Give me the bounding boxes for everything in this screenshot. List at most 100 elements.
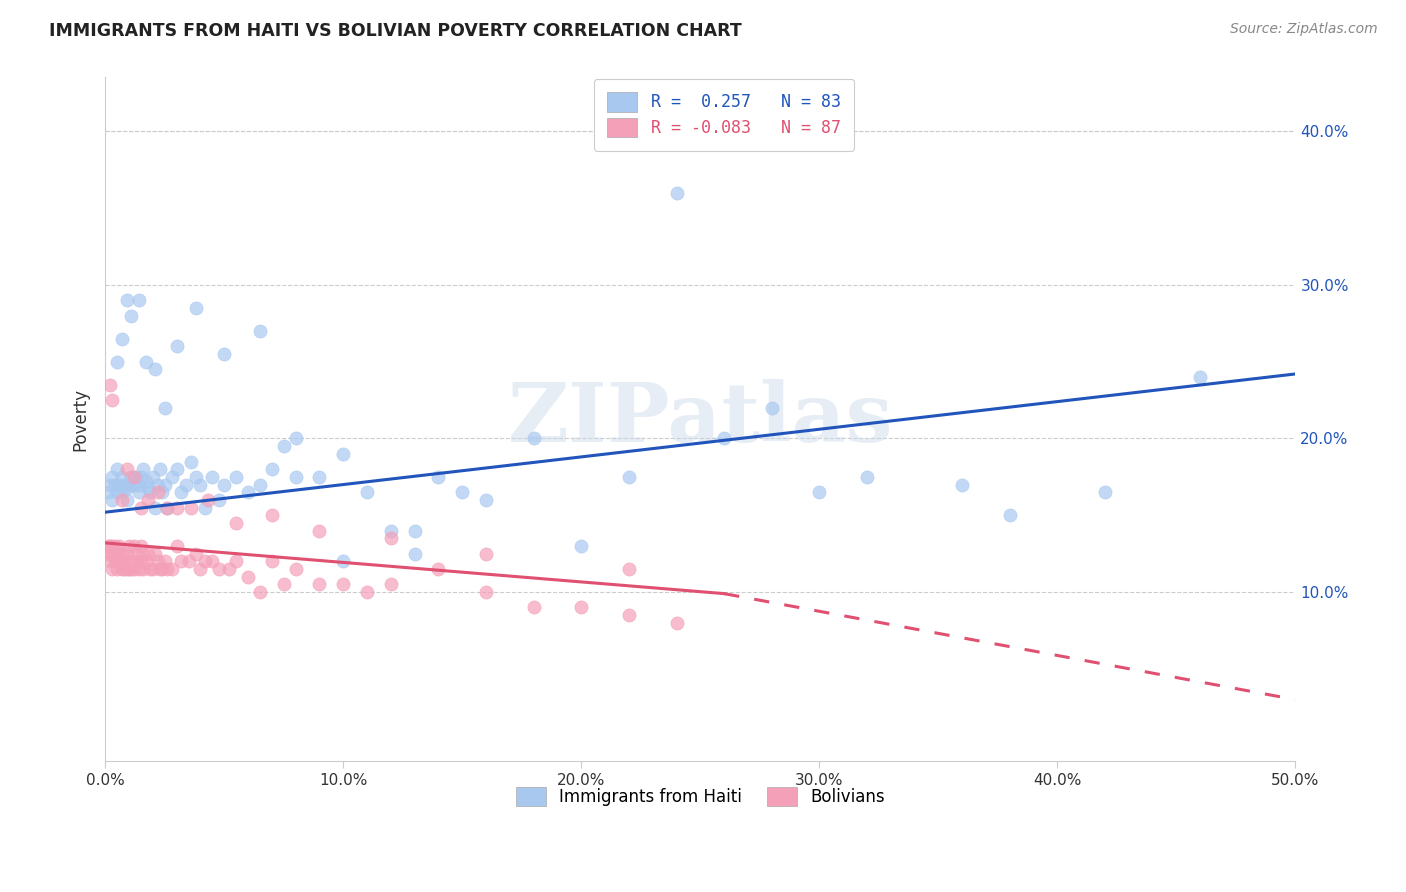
Point [112,554,135,568]
Point [115,293,138,308]
Point [146,554,169,568]
Point [136,547,159,561]
Point [273,577,295,591]
Point [122,470,145,484]
Point [225,516,247,530]
Point [108,554,131,568]
Point [101,547,124,561]
Point [617,470,640,484]
Point [125,547,148,561]
Text: ZIPatlas: ZIPatlas [508,379,893,459]
Point [451,485,474,500]
Point [150,485,173,500]
Point [225,554,247,568]
Point [105,485,128,500]
Point [115,492,138,507]
Point [101,492,124,507]
Point [332,447,354,461]
Point [115,547,138,561]
Point [380,524,402,538]
Point [273,439,295,453]
Point [150,562,173,576]
Point [146,477,169,491]
Point [523,600,546,615]
Point [132,462,155,476]
Point [118,562,141,576]
Point [129,554,152,568]
Point [101,392,124,407]
Point [170,485,193,500]
Point [156,500,179,515]
Point [136,481,159,495]
Point [427,470,450,484]
Point [132,547,155,561]
Point [761,401,783,415]
Point [308,524,330,538]
Point [177,554,200,568]
Legend: Immigrants from Haiti, Bolivians: Immigrants from Haiti, Bolivians [508,779,893,814]
Point [97,547,120,561]
Point [153,477,176,491]
Point [260,554,283,568]
Point [856,470,879,484]
Point [380,531,402,545]
Point [194,554,217,568]
Point [98,554,121,568]
Point [143,362,166,376]
Point [404,547,426,561]
Point [166,500,188,515]
Point [332,577,354,591]
Point [212,477,235,491]
Point [284,562,307,576]
Point [118,477,141,491]
Point [122,477,145,491]
Point [104,539,127,553]
Point [101,562,124,576]
Point [236,570,259,584]
Point [111,492,134,507]
Point [156,562,179,576]
Point [475,547,498,561]
Point [125,470,148,484]
Point [118,539,141,553]
Point [475,585,498,599]
Point [122,539,145,553]
Point [112,477,135,491]
Point [111,470,134,484]
Point [101,539,124,553]
Point [284,432,307,446]
Point [308,577,330,591]
Point [153,401,176,415]
Point [523,432,546,446]
Point [142,562,165,576]
Point [129,470,152,484]
Point [998,508,1021,523]
Point [125,554,148,568]
Point [427,562,450,576]
Point [249,585,271,599]
Point [190,562,212,576]
Point [475,492,498,507]
Point [139,562,162,576]
Point [128,477,150,491]
Point [356,485,378,500]
Point [105,554,128,568]
Point [208,562,231,576]
Point [135,354,157,368]
Point [153,554,176,568]
Point [201,554,224,568]
Point [160,562,183,576]
Point [111,547,134,561]
Point [249,477,271,491]
Point [212,347,235,361]
Point [105,462,128,476]
Point [120,554,142,568]
Point [105,562,128,576]
Point [128,562,150,576]
Point [97,485,120,500]
Point [122,562,145,576]
Point [808,485,831,500]
Point [174,477,197,491]
Point [225,470,247,484]
Point [713,432,735,446]
